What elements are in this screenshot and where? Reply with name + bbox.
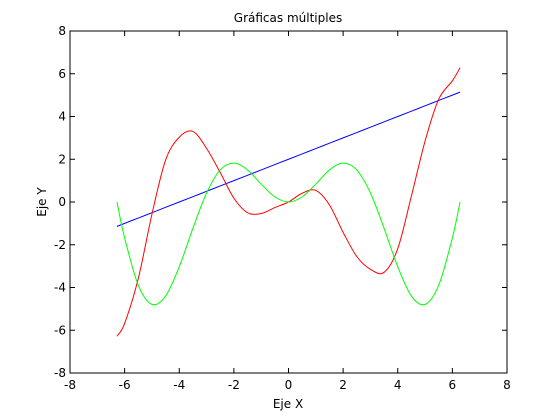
axis-ticks: -8 -6 -4 -2 0 2 4 6 8 -8 -6 -4 -2 0 2 4 6 8 xyxy=(54,24,511,392)
x-tick-label: 8 xyxy=(503,378,511,392)
x-tick-label: -6 xyxy=(119,378,131,392)
x-axis-label: Eje X xyxy=(273,397,303,411)
x-tick-label: -8 xyxy=(64,378,76,392)
y-tick-label: -6 xyxy=(54,323,66,337)
y-tick-label: -2 xyxy=(54,238,66,252)
x-tick-label: -2 xyxy=(228,378,240,392)
x-tick-label: 4 xyxy=(394,378,402,392)
chart-title: Gráficas múltiples xyxy=(234,11,342,25)
x-tick-label: -4 xyxy=(173,378,185,392)
x-tick-label: 0 xyxy=(285,378,293,392)
x-tick-label: 2 xyxy=(339,378,347,392)
y-tick-label: -8 xyxy=(54,366,66,380)
y-tick-label: -4 xyxy=(54,281,66,295)
y-tick-label: 0 xyxy=(58,195,66,209)
series-line-0 xyxy=(116,91,461,227)
series-line-2 xyxy=(116,162,461,306)
y-tick-label: 2 xyxy=(58,152,66,166)
y-tick-label: 8 xyxy=(58,24,66,38)
series-layer xyxy=(116,67,461,337)
y-axis-label: Eje Y xyxy=(35,187,49,217)
x-tick-label: 6 xyxy=(449,378,457,392)
y-tick-label: 6 xyxy=(58,67,66,81)
y-tick-label: 4 xyxy=(58,110,66,124)
